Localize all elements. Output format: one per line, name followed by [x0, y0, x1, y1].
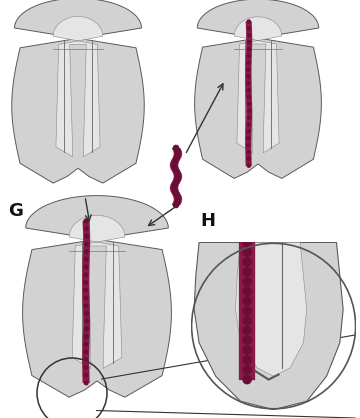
Circle shape: [247, 82, 250, 85]
Circle shape: [247, 27, 251, 30]
Circle shape: [84, 219, 88, 223]
Circle shape: [84, 358, 87, 362]
Polygon shape: [170, 148, 182, 205]
Circle shape: [84, 273, 87, 277]
Circle shape: [172, 166, 177, 171]
Polygon shape: [234, 17, 282, 153]
Circle shape: [175, 176, 180, 181]
Circle shape: [247, 47, 251, 51]
Circle shape: [84, 265, 88, 269]
Polygon shape: [53, 16, 103, 157]
Circle shape: [174, 145, 179, 150]
Circle shape: [247, 123, 251, 126]
Circle shape: [248, 109, 251, 112]
Circle shape: [174, 179, 179, 184]
Circle shape: [243, 307, 251, 315]
Circle shape: [175, 172, 180, 177]
Circle shape: [84, 373, 88, 377]
Circle shape: [247, 61, 250, 64]
Circle shape: [84, 304, 88, 308]
Circle shape: [84, 381, 88, 385]
Polygon shape: [23, 196, 171, 397]
Text: H: H: [200, 212, 215, 230]
Circle shape: [243, 238, 251, 247]
Circle shape: [243, 297, 251, 306]
Circle shape: [247, 143, 250, 147]
Circle shape: [85, 311, 89, 315]
Circle shape: [243, 248, 251, 256]
Circle shape: [172, 189, 177, 194]
Circle shape: [85, 335, 88, 339]
Circle shape: [247, 150, 250, 153]
Circle shape: [247, 95, 251, 99]
Polygon shape: [69, 215, 125, 368]
Circle shape: [85, 327, 89, 331]
Circle shape: [174, 169, 179, 174]
Circle shape: [243, 346, 251, 354]
Circle shape: [85, 227, 88, 230]
Circle shape: [84, 296, 88, 300]
Circle shape: [243, 287, 251, 296]
Polygon shape: [194, 242, 343, 410]
Circle shape: [175, 196, 180, 201]
Polygon shape: [239, 242, 255, 380]
Circle shape: [84, 365, 87, 369]
Circle shape: [243, 366, 251, 374]
Circle shape: [172, 182, 177, 188]
Circle shape: [85, 234, 89, 238]
Circle shape: [175, 199, 180, 204]
Circle shape: [175, 152, 180, 157]
Circle shape: [85, 250, 88, 254]
Circle shape: [247, 137, 250, 140]
Circle shape: [174, 155, 179, 161]
Circle shape: [248, 116, 251, 119]
Circle shape: [243, 336, 251, 344]
Circle shape: [243, 356, 251, 364]
Circle shape: [248, 34, 251, 37]
Polygon shape: [12, 0, 144, 183]
Circle shape: [243, 316, 251, 325]
Circle shape: [174, 192, 179, 198]
Circle shape: [84, 280, 87, 284]
Circle shape: [247, 68, 250, 71]
Circle shape: [171, 186, 177, 191]
Circle shape: [84, 342, 88, 346]
Polygon shape: [82, 221, 90, 383]
Polygon shape: [246, 22, 252, 166]
Circle shape: [171, 162, 177, 167]
Circle shape: [243, 326, 251, 335]
Circle shape: [248, 41, 251, 44]
Polygon shape: [235, 242, 307, 376]
Circle shape: [84, 257, 88, 261]
Circle shape: [247, 130, 250, 133]
Circle shape: [243, 375, 251, 384]
Circle shape: [247, 164, 250, 167]
Circle shape: [247, 157, 250, 161]
Circle shape: [85, 319, 89, 323]
Text: G: G: [8, 202, 23, 220]
Circle shape: [247, 54, 251, 58]
Circle shape: [85, 242, 89, 246]
Circle shape: [243, 258, 251, 266]
Circle shape: [247, 20, 250, 23]
Circle shape: [243, 278, 251, 286]
Circle shape: [247, 102, 251, 105]
Polygon shape: [195, 0, 321, 178]
Circle shape: [84, 288, 88, 292]
Circle shape: [247, 89, 250, 92]
Circle shape: [175, 149, 180, 154]
Circle shape: [172, 159, 177, 164]
Circle shape: [247, 75, 250, 78]
Circle shape: [84, 350, 88, 354]
Circle shape: [174, 202, 179, 208]
Circle shape: [243, 268, 251, 276]
